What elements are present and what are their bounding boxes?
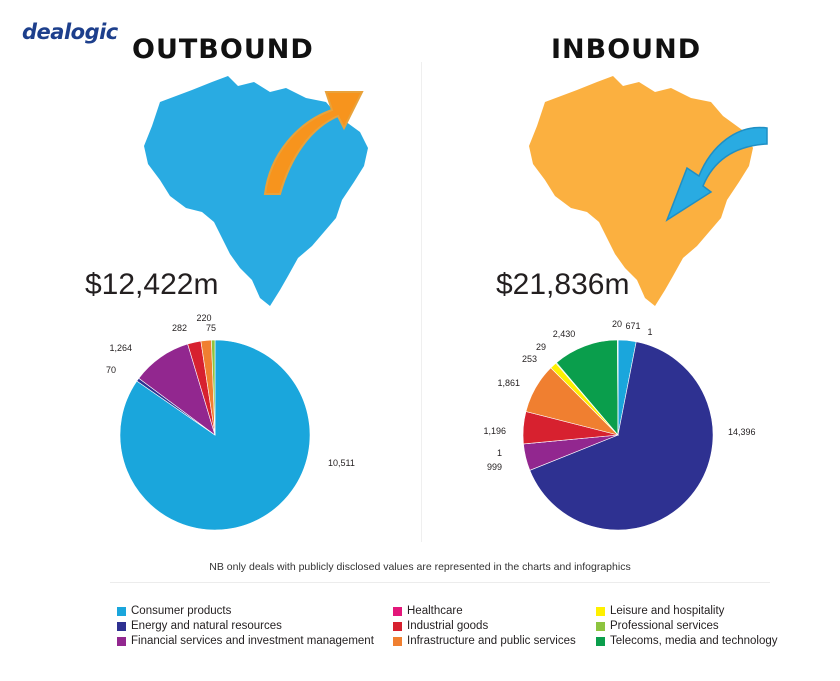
legend-item-professional-services: Professional services — [596, 620, 719, 632]
panel-divider — [421, 62, 422, 542]
data-label-consumer-products: 10,511 — [328, 458, 355, 468]
legend-item-infrastructure-and-public-services: Infrastructure and public services — [393, 635, 576, 647]
legend-label: Financial services and investment manage… — [131, 635, 374, 647]
data-label-leisure-and-hospitality: 253 — [522, 354, 537, 364]
footnote: NB only deals with publicly disclosed va… — [209, 561, 631, 573]
brazil-map-inbound-icon — [529, 76, 768, 306]
data-label-infrastructure-and-public-services: 220 — [196, 313, 211, 323]
legend-swatch — [117, 621, 126, 631]
brazil-map-outbound-icon — [144, 76, 368, 306]
legend-label: Leisure and hospitality — [610, 605, 725, 617]
data-label-energy-and-natural-resources: 14,396 — [728, 427, 756, 437]
legend-item-leisure-and-hospitality: Leisure and hospitality — [596, 605, 724, 617]
legend-swatch — [596, 621, 605, 631]
legend-item-consumer-products: Consumer products — [117, 605, 231, 617]
legend-swatch — [117, 636, 126, 646]
legend-label: Energy and natural resources — [131, 620, 282, 632]
data-label-professional-services: 75 — [206, 323, 216, 333]
legend-swatch — [596, 606, 605, 616]
data-label-telecoms-media-and-technology: 2,430 — [553, 329, 576, 339]
legend-label: Infrastructure and public services — [407, 635, 576, 647]
data-label-financial-services-and-investment-management: 1,264 — [109, 343, 132, 353]
legend-label: Telecoms, media and technology — [610, 635, 778, 647]
legend-label: Consumer products — [131, 605, 232, 617]
legend-swatch — [393, 606, 402, 616]
legend-item-financial-services-and-investment-management: Financial services and investment manage… — [117, 635, 374, 647]
data-label-energy-and-natural-resources: 70 — [106, 365, 116, 375]
legend-swatch — [117, 606, 126, 616]
legend-label: Professional services — [610, 620, 719, 632]
data-label-industrial-goods: 282 — [172, 323, 187, 333]
dealogic-logo: dealogic — [22, 20, 118, 44]
data-label-professional-services: 29 — [536, 342, 546, 352]
inbound-total: $21,836m — [496, 268, 630, 301]
incoming-arrow-icon — [665, 126, 768, 222]
legend-swatch — [393, 621, 402, 631]
legend-label: Healthcare — [407, 605, 463, 617]
legend-label: Industrial goods — [407, 620, 489, 632]
data-label-financial-services-and-investment-management: 999 — [487, 462, 502, 472]
outbound-title: OUTBOUND — [132, 34, 314, 65]
legend-item-healthcare: Healthcare — [393, 605, 463, 617]
inbound-title: INBOUND — [551, 34, 702, 65]
inbound-pie-chart: 671 14,396 999 1 1,196 1,861 253 29 2,430 20 1 — [483, 319, 756, 531]
legend-item-energy-and-natural-resources: Energy and natural resources — [117, 620, 282, 632]
data-label-healthcare: 1 — [497, 448, 502, 458]
brazil-outline-inbound — [529, 76, 753, 306]
outgoing-arrow-icon — [263, 91, 364, 195]
data-label-industrial-goods: 1,196 — [483, 426, 506, 436]
pie-slice-professional-services — [211, 339, 216, 436]
data-label-consumer-products: 1 — [647, 327, 652, 337]
pie-slice-energy-and-natural-resources — [529, 341, 714, 531]
legend-item-industrial-goods: Industrial goods — [393, 620, 488, 632]
outbound-total: $12,422m — [85, 268, 219, 301]
footnote-divider — [110, 582, 770, 583]
legend-item-telecoms-media-and-technology: Telecoms, media and technology — [596, 635, 778, 647]
pie-slice-telecoms-media-and-technology — [556, 339, 619, 436]
data-label-consumer-products: 20 — [612, 319, 622, 329]
legend-swatch — [393, 636, 402, 646]
legend-swatch — [596, 636, 605, 646]
data-label-infrastructure-and-public-services: 1,861 — [497, 378, 520, 388]
data-label-consumer-products: 671 — [625, 321, 640, 331]
